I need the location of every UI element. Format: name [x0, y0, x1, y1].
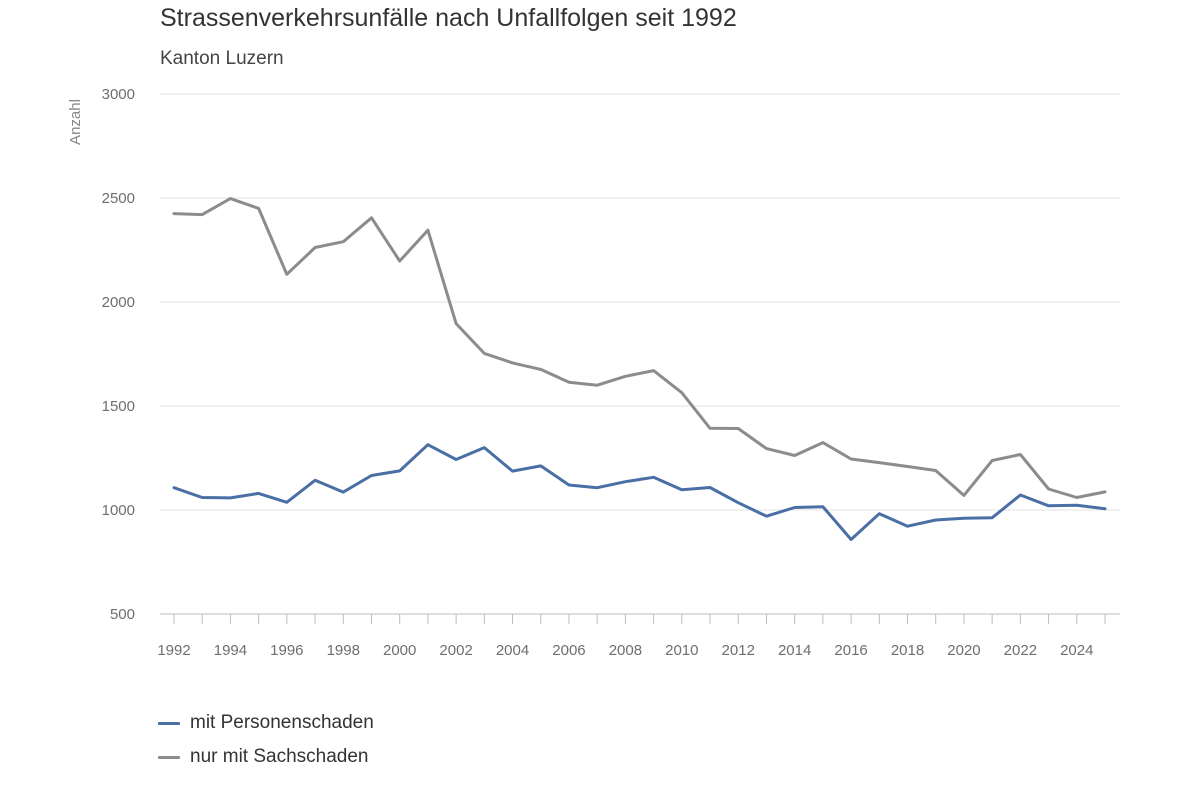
chart-title: Strassenverkehrsunfälle nach Unfallfolge…: [160, 4, 737, 32]
legend-item-personenschaden[interactable]: mit Personenschaden: [158, 706, 374, 740]
x-tick-label: 2014: [778, 642, 811, 659]
x-tick-label: 2016: [834, 642, 867, 659]
y-tick-label: 500: [110, 606, 135, 623]
chart-subtitle: Kanton Luzern: [160, 48, 284, 69]
y-tick-label: 2000: [102, 294, 135, 311]
y-tick-label: 2500: [102, 190, 135, 207]
x-tick-label: 1992: [157, 642, 190, 659]
x-tick-label: 2004: [496, 642, 529, 659]
x-tick-label: 2018: [891, 642, 924, 659]
x-tick-label: 2008: [609, 642, 642, 659]
y-tick-label: 1000: [102, 502, 135, 519]
x-tick-label: 2012: [722, 642, 755, 659]
x-tick-label: 2002: [439, 642, 472, 659]
x-tick-label: 1996: [270, 642, 303, 659]
legend-label-sachschaden: nur mit Sachschaden: [190, 746, 369, 767]
x-tick-label: 2020: [947, 642, 980, 659]
grid-lines: [160, 93, 1120, 511]
y-axis-title: Anzahl: [67, 99, 84, 145]
y-tick-label: 3000: [102, 86, 135, 103]
x-tick-label: 2024: [1060, 642, 1093, 659]
y-axis: 500 1000 1500 2000 2500 3000: [102, 86, 135, 623]
x-tick-label: 2010: [665, 642, 698, 659]
x-tick-label: 1994: [214, 642, 247, 659]
legend: mit Personenschaden nur mit Sachschaden: [158, 706, 374, 774]
legend-label-personenschaden: mit Personenschaden: [190, 712, 374, 733]
series-lines: [172, 197, 1107, 541]
series-line-0: [172, 443, 1107, 541]
legend-swatch-sachschaden: [158, 755, 180, 759]
legend-item-sachschaden[interactable]: nur mit Sachschaden: [158, 740, 374, 774]
x-tick-label: 2006: [552, 642, 585, 659]
series-line-1: [172, 197, 1107, 499]
x-tick-label: 2000: [383, 642, 416, 659]
y-tick-label: 1500: [102, 398, 135, 415]
legend-swatch-personenschaden: [158, 721, 180, 725]
x-tick-label: 2022: [1004, 642, 1037, 659]
x-tick-label: 1998: [327, 642, 360, 659]
x-axis: 1992 1994 1996 1998 2000 2002 2004 2006 2008 2010…: [157, 613, 1120, 659]
line-chart: 500 1000 1500 2000 2500 3000 1992 1994 1996 1998…: [67, 86, 1120, 659]
